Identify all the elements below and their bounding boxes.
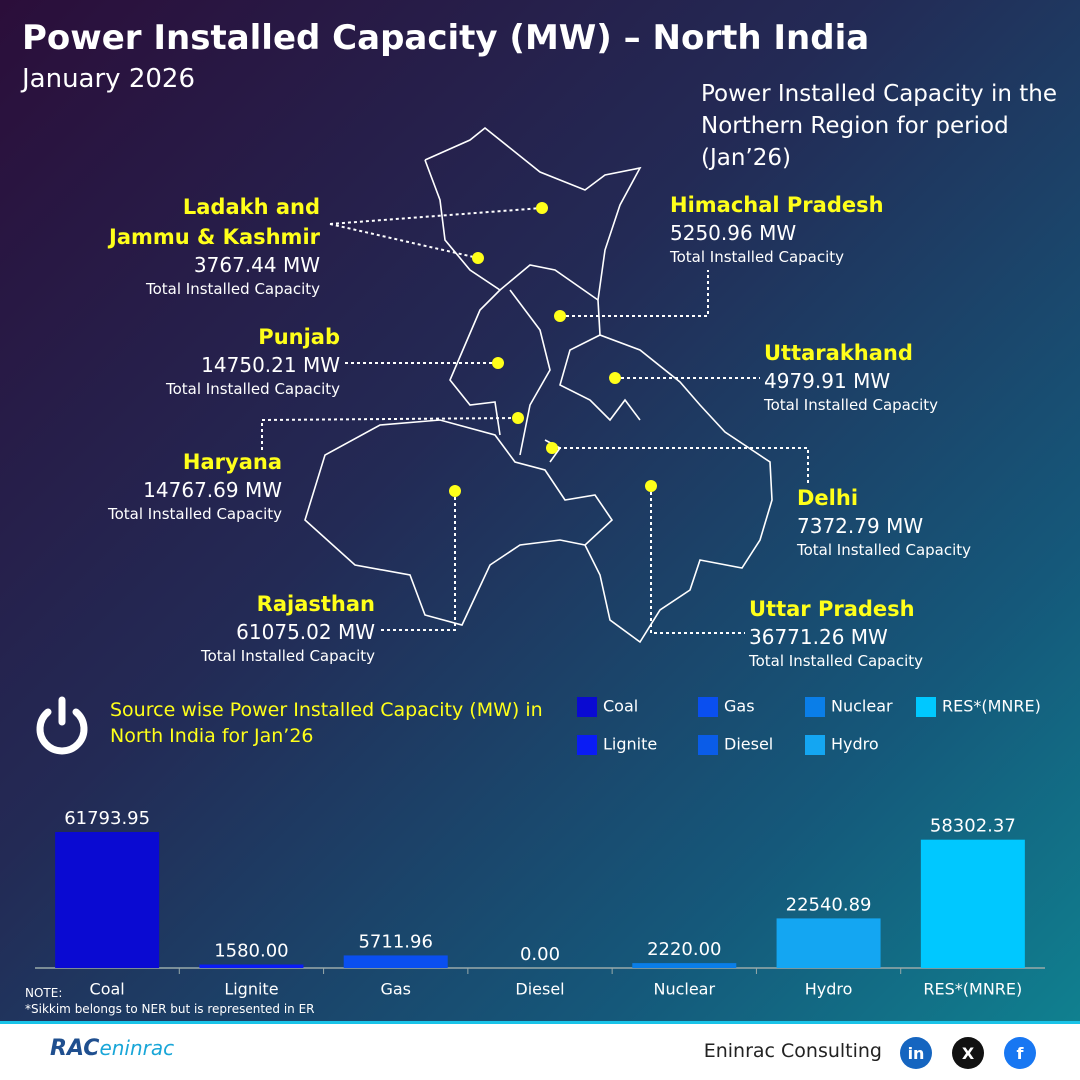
legend-swatch bbox=[698, 735, 718, 755]
state-caption: Total Installed Capacity bbox=[670, 248, 845, 266]
legend-swatch bbox=[698, 697, 718, 717]
subtitle: January 2026 bbox=[22, 64, 195, 94]
state-value: 61075.02 MW bbox=[236, 620, 375, 644]
bar bbox=[632, 963, 737, 968]
value-label: 61793.95 bbox=[64, 808, 150, 829]
state-caption: Total Installed Capacity bbox=[749, 652, 924, 670]
state-label: Haryana 14767.69 MW Total Installed Capaci… bbox=[108, 447, 282, 525]
state-value: 14750.21 MW bbox=[201, 353, 340, 377]
state-name: Punjab bbox=[258, 325, 340, 349]
state-caption: Total Installed Capacity bbox=[145, 280, 320, 298]
x-tick-label: Gas bbox=[380, 980, 411, 999]
state-label: Uttarakhand 4979.91 MW Total Installed Cap… bbox=[764, 338, 938, 416]
value-label: 5711.96 bbox=[358, 931, 432, 952]
state-name: Himachal Pradesh bbox=[670, 193, 884, 217]
logo-mark: RAC bbox=[50, 1036, 100, 1061]
state-name: Delhi bbox=[797, 486, 859, 510]
logo: RACeninrac bbox=[50, 1036, 174, 1061]
logo-text: eninrac bbox=[99, 1036, 175, 1060]
state-name: Uttar Pradesh bbox=[749, 597, 915, 621]
title: Power Installed Capacity (MW) – North In… bbox=[22, 18, 870, 58]
legend-swatch bbox=[805, 735, 825, 755]
state-name: Rajasthan bbox=[256, 592, 375, 616]
x-tick-label: Lignite bbox=[224, 980, 278, 999]
state-value: 7372.79 MW bbox=[797, 514, 924, 538]
bar bbox=[199, 964, 304, 968]
state-caption: Total Installed Capacity bbox=[165, 380, 340, 398]
legend-label: Diesel bbox=[724, 735, 773, 754]
state-value: 14767.69 MW bbox=[143, 478, 282, 502]
state-label: Ladakh and Jammu & Kashmir 3767.44 MW Tota… bbox=[109, 192, 320, 300]
x-tick-label: Hydro bbox=[805, 980, 853, 999]
x-tick-label: Coal bbox=[90, 980, 125, 999]
legend-label: Coal bbox=[603, 697, 638, 716]
bar bbox=[920, 839, 1025, 968]
state-name: Haryana bbox=[182, 450, 282, 474]
note-label: NOTE: bbox=[25, 986, 63, 1000]
state-caption: Total Installed Capacity bbox=[797, 541, 972, 559]
state-caption: Total Installed Capacity bbox=[107, 505, 282, 523]
brand: Eninrac Consulting bbox=[703, 1040, 882, 1062]
state-name: Ladakh and Jammu & Kashmir bbox=[109, 195, 320, 249]
value-label: 0.00 bbox=[520, 944, 560, 965]
value-label: 22540.89 bbox=[786, 894, 872, 915]
legend-label: Lignite bbox=[603, 735, 657, 754]
state-value: 4979.91 MW bbox=[764, 369, 891, 393]
state-value: 36771.26 MW bbox=[749, 625, 888, 649]
map-title: Power Installed Capacity in the Northern… bbox=[701, 81, 1057, 171]
state-caption: Total Installed Capacity bbox=[764, 396, 939, 414]
legend-swatch bbox=[577, 735, 597, 755]
value-label: 58302.37 bbox=[930, 816, 1016, 837]
social-icon[interactable]: f bbox=[1004, 1037, 1036, 1069]
state-name: Uttarakhand bbox=[764, 341, 913, 365]
leader-lines bbox=[261, 207, 809, 634]
legend-swatch bbox=[577, 697, 597, 717]
state-label: Punjab 14750.21 MW Total Installed Capacit… bbox=[166, 322, 340, 400]
state-label: Himachal Pradesh 5250.96 MW Total Installe… bbox=[670, 190, 884, 268]
legend-label: RES*(MNRE) bbox=[942, 697, 1041, 716]
map-dots bbox=[449, 202, 657, 497]
social-icon[interactable]: in bbox=[900, 1037, 932, 1069]
state-label: Rajasthan 61075.02 MW Total Installed Capa… bbox=[201, 589, 375, 667]
note: *Sikkim belongs to NER but is represente… bbox=[25, 1002, 315, 1016]
x-tick-label: Diesel bbox=[515, 980, 564, 999]
legend-label: Nuclear bbox=[831, 697, 893, 716]
x-tick-label: Nuclear bbox=[653, 980, 715, 999]
state-label: Delhi 7372.79 MW Total Installed Capacity bbox=[797, 483, 971, 561]
state-caption: Total Installed Capacity bbox=[200, 647, 375, 665]
legend-label: Hydro bbox=[831, 735, 879, 754]
legend-swatch bbox=[916, 697, 936, 717]
x-tick-label: RES*(MNRE) bbox=[923, 980, 1022, 999]
state-value: 3767.44 MW bbox=[193, 253, 320, 277]
legend-label: Gas bbox=[724, 697, 755, 716]
power-icon bbox=[36, 696, 88, 755]
chart-title: Source wise Power Installed Capacity (MW… bbox=[110, 699, 543, 747]
bar bbox=[776, 918, 881, 968]
value-label: 1580.00 bbox=[214, 941, 288, 962]
value-label: 2220.00 bbox=[647, 939, 721, 960]
bar bbox=[55, 832, 160, 968]
state-value: 5250.96 MW bbox=[670, 221, 797, 245]
state-label: Uttar Pradesh 36771.26 MW Total Installed … bbox=[749, 594, 923, 672]
social-icon[interactable]: X bbox=[952, 1037, 984, 1069]
bar bbox=[343, 955, 448, 968]
legend-swatch bbox=[805, 697, 825, 717]
footer-rule bbox=[0, 1021, 1080, 1024]
